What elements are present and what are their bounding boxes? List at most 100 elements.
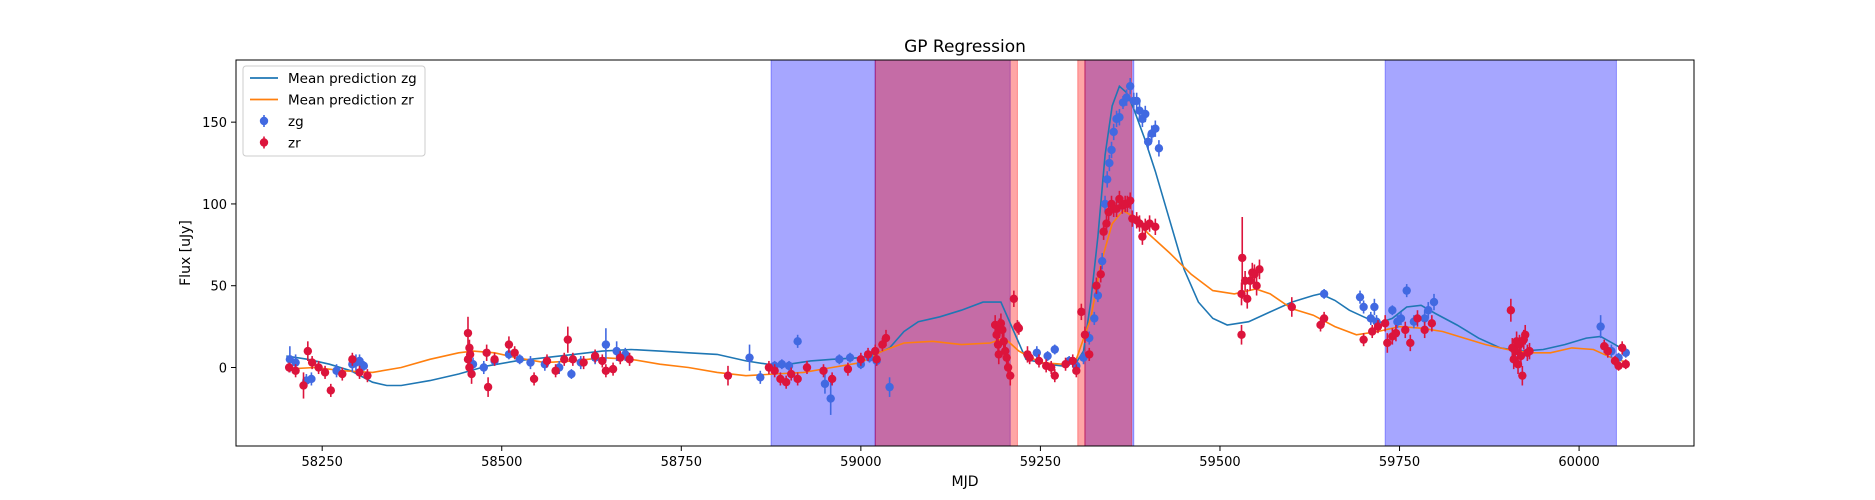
point-zr-76: [1072, 364, 1081, 378]
point-zr-40: [781, 375, 791, 389]
point-zr-100: [1237, 324, 1246, 345]
marker-zr-62: [1002, 353, 1011, 362]
point-zg-24: [756, 370, 765, 384]
point-zr-19: [483, 377, 493, 397]
point-zr-9: [348, 352, 357, 366]
point-zr-26: [560, 352, 569, 366]
x-axis-label: MJD: [952, 474, 979, 490]
marker-zr-12: [463, 328, 473, 338]
marker-zg-55: [1122, 93, 1131, 102]
point-zr-124: [1427, 315, 1437, 332]
marker-zr-47: [856, 355, 866, 364]
y-axis-label: Flux [uJy]: [178, 220, 194, 286]
legend: Mean prediction zg Mean prediction zr zg zr: [242, 65, 426, 157]
point-zg-26: [777, 359, 787, 370]
point-zg-66: [1319, 288, 1329, 299]
marker-zr-80: [1092, 281, 1101, 290]
marker-zr-78: [1080, 330, 1090, 339]
marker-zr-4: [307, 358, 317, 367]
marker-zg-21: [612, 346, 621, 356]
marker-zr-17: [467, 369, 476, 379]
marker-zr-72: [1046, 363, 1056, 372]
marker-zr-0: [284, 363, 294, 372]
shaded-region-zg-6: [1384, 60, 1617, 446]
point-zg-65: [1154, 140, 1164, 157]
marker-zr-139: [1603, 346, 1613, 356]
point-zr-125: [1506, 298, 1516, 322]
point-zr-102: [1238, 217, 1247, 299]
legend-box: [242, 65, 426, 157]
marker-zg-30: [826, 394, 835, 403]
point-zr-51: [878, 338, 887, 352]
point-zr-99: [1151, 218, 1160, 236]
marker-zr-49: [871, 346, 880, 356]
marker-zr-114: [1368, 327, 1377, 336]
marker-zr-124: [1427, 319, 1437, 328]
marker-zr-1: [291, 366, 300, 375]
marker-zr-26: [560, 355, 569, 364]
marker-zr-92: [1125, 196, 1135, 205]
legend-label-mean-prediction-zr: Mean prediction zr: [288, 93, 414, 109]
marker-zg-17: [567, 369, 576, 379]
point-zg-3: [307, 372, 316, 386]
point-zr-18: [482, 344, 491, 361]
point-zr-114: [1368, 324, 1377, 339]
marker-zg-74: [1396, 314, 1406, 323]
point-zr-115: [1373, 320, 1383, 334]
point-zr-25: [551, 364, 560, 378]
point-zr-112: [1319, 311, 1329, 325]
marker-zr-6: [320, 368, 330, 377]
marker-zg-29: [820, 379, 830, 389]
point-zr-22: [510, 346, 519, 360]
point-zg-49: [1105, 154, 1114, 172]
point-zr-20: [490, 352, 499, 366]
marker-zg-53: [1115, 113, 1124, 122]
marker-zr-79: [1085, 350, 1094, 359]
point-zg-29: [820, 374, 830, 394]
marker-zg-75: [1402, 286, 1411, 295]
marker-zr-20: [490, 355, 499, 364]
point-zr-11: [363, 369, 372, 383]
marker-zr-48: [863, 350, 873, 359]
point-zr-116: [1380, 315, 1390, 332]
marker-zr-115: [1373, 322, 1383, 331]
legend-marker-zr: [259, 138, 269, 147]
point-zr-70: [1034, 354, 1044, 368]
marker-zg-65: [1154, 144, 1164, 153]
point-zr-65: [1009, 290, 1019, 307]
point-zr-2: [299, 372, 308, 399]
marker-zr-70: [1034, 356, 1044, 366]
x-tick-label-58750: 58750: [661, 455, 702, 470]
y-tick-label-0: 0: [219, 361, 227, 376]
point-zr-43: [802, 360, 812, 375]
point-zg-36: [885, 377, 894, 397]
marker-zr-75: [1068, 356, 1077, 366]
marker-zg-50: [1107, 145, 1116, 155]
point-zr-1: [291, 364, 300, 378]
marker-zr-16: [465, 350, 475, 359]
marker-zr-104: [1243, 294, 1252, 303]
point-zg-38: [1043, 351, 1052, 361]
point-zg-8: [359, 360, 369, 371]
point-zr-110: [1287, 297, 1296, 317]
point-zr-77: [1077, 303, 1086, 321]
marker-zr-32: [601, 366, 611, 375]
marker-zr-117: [1383, 338, 1392, 348]
point-zr-4: [307, 356, 317, 370]
point-zr-121: [1406, 334, 1415, 352]
marker-zr-76: [1072, 366, 1081, 375]
point-zr-92: [1125, 192, 1135, 209]
point-zr-141: [1614, 360, 1623, 371]
point-zg-64: [1151, 120, 1160, 137]
marker-zr-113: [1359, 335, 1368, 344]
marker-zr-59: [998, 325, 1007, 335]
marker-zg-78: [1424, 306, 1433, 315]
marker-zg-26: [777, 360, 787, 369]
point-zg-70: [1370, 298, 1379, 316]
marker-zr-50: [872, 355, 881, 364]
point-zg-78: [1424, 302, 1433, 319]
shaded-region-zr-2: [874, 60, 1018, 446]
marker-zr-65: [1009, 294, 1019, 303]
marker-zg-68: [1359, 302, 1368, 312]
point-zg-31: [835, 354, 844, 365]
